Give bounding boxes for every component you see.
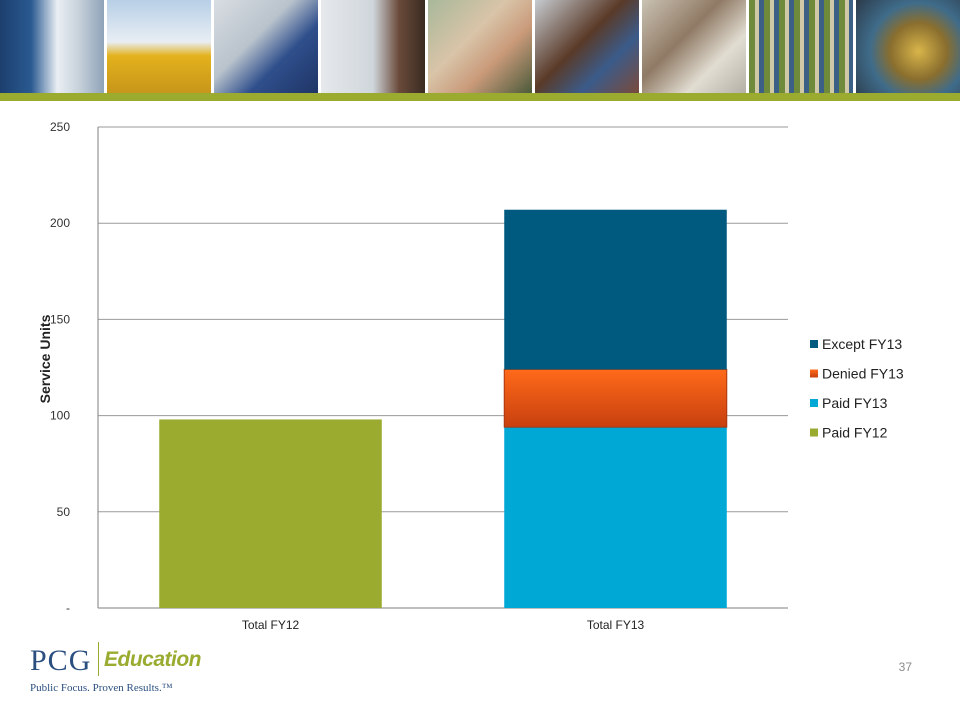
pcg-education-logo: PCG Education Public Focus. Proven Resul… xyxy=(30,642,230,698)
legend-label: Denied FY13 xyxy=(822,366,904,382)
bar-segment-paid-fy12 xyxy=(159,419,382,608)
legend-swatch xyxy=(810,399,818,407)
school-bus-photo xyxy=(107,0,211,93)
smiling-man-photo xyxy=(535,0,639,93)
header-photo-strip xyxy=(0,0,960,93)
legend: Except FY13 Denied FY13 Paid FY13 Paid FY12 xyxy=(810,336,904,441)
bar-segment-paid-fy13 xyxy=(504,427,727,608)
student-at-whiteboard-photo xyxy=(321,0,425,93)
legend-label: Paid FY12 xyxy=(822,425,888,441)
logo-brand: PCG xyxy=(30,644,92,677)
y-tick-label: 250 xyxy=(50,120,70,134)
smiling-woman-photo xyxy=(428,0,532,93)
logo-divider xyxy=(98,642,99,676)
logo-division: Education xyxy=(104,648,202,671)
bars xyxy=(159,209,728,608)
legend-label: Paid FY13 xyxy=(822,395,888,411)
legend-label: Except FY13 xyxy=(822,336,902,352)
globe-photo xyxy=(856,0,960,93)
logo-tagline: Public Focus. Proven Results.™ xyxy=(30,682,173,694)
y-tick-label: 50 xyxy=(57,505,71,519)
y-axis-label: Service Units xyxy=(37,314,53,403)
x-tick-label: Total FY13 xyxy=(587,618,645,632)
bookshelf-photo xyxy=(749,0,853,93)
stacked-bar-chart: - 50 100 150 200 250 Total FY12 Total FY13 Serv… xyxy=(37,120,904,632)
legend-swatch xyxy=(810,369,818,378)
y-tick-label: - xyxy=(66,601,70,615)
legend-swatch xyxy=(810,340,818,348)
y-tick-label: 100 xyxy=(50,409,70,423)
bar-segment-denied-fy13 xyxy=(503,368,728,428)
bar-segment-except-fy13 xyxy=(504,209,727,370)
hallway-lockers-photo xyxy=(0,0,104,93)
legend-swatch xyxy=(810,428,818,437)
y-tick-label: 200 xyxy=(50,216,70,230)
y-tick-label: 150 xyxy=(50,312,70,326)
header-accent-bar xyxy=(0,93,960,101)
x-tick-label: Total FY12 xyxy=(242,618,300,632)
page-number: 37 xyxy=(898,660,912,674)
teacher-at-desk-photo xyxy=(214,0,318,93)
axes: - 50 100 150 200 250 Total FY12 Total FY13 xyxy=(50,120,645,632)
student-writing-photo xyxy=(642,0,746,93)
